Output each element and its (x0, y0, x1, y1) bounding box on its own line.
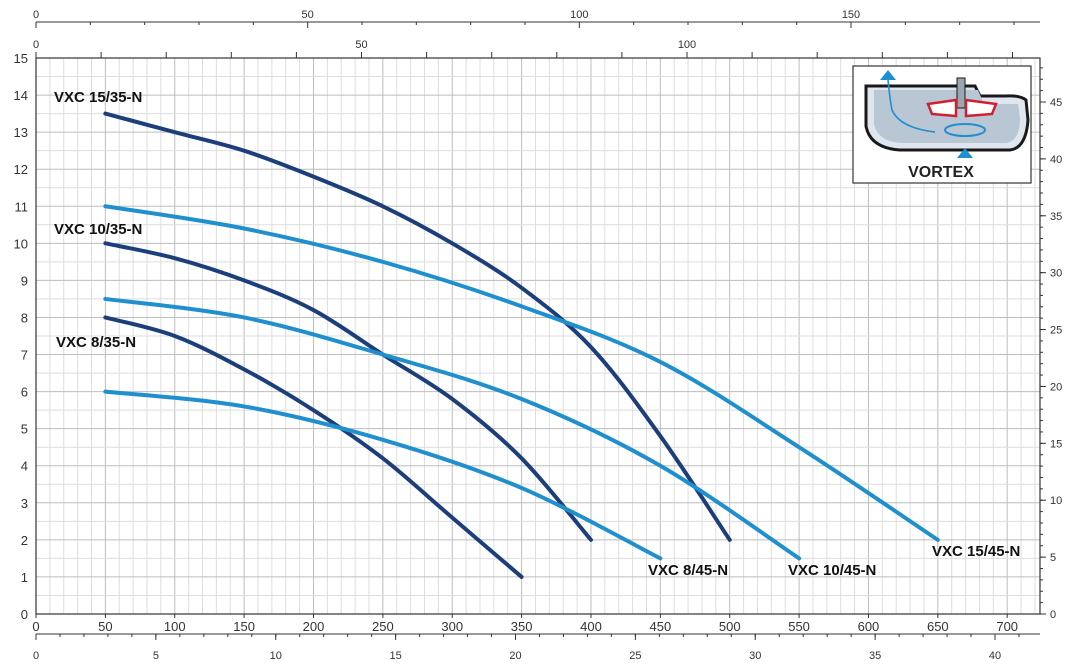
series-label-vxc-10-35-n: VXC 10/35-N (54, 221, 142, 238)
top2-tick-label: 100 (678, 39, 696, 51)
series-label-vxc-15-35-n: VXC 15/35-N (54, 89, 142, 106)
left-tick-label: 11 (15, 199, 29, 214)
right-tick-label: 15 (1050, 438, 1062, 450)
right-tick-label: 35 (1050, 211, 1062, 223)
left-tick-label: 3 (21, 496, 28, 511)
left-tick-label: 4 (21, 459, 28, 474)
right-tick-label: 25 (1050, 325, 1062, 337)
top-tick-label: 100 (570, 9, 588, 21)
bottom-tick-label: 650 (927, 619, 949, 634)
bottom-tick-label: 300 (441, 619, 463, 634)
chart-series-labels: VXC 15/35-N VXC 10/35-N VXC 8/35-N VXC 15/4… (54, 89, 1020, 579)
right-tick-label: 0 (1050, 609, 1056, 621)
right-tick-label: 40 (1050, 154, 1062, 166)
bottom-tick-label: 600 (858, 619, 880, 634)
left-tick-label: 9 (21, 273, 28, 288)
left-tick-label: 5 (21, 422, 28, 437)
bottom2-tick-label: 30 (749, 650, 761, 662)
left-tick-label: 8 (21, 310, 28, 325)
top-tick-label: 50 (302, 9, 314, 21)
left-tick-label: 6 (21, 385, 28, 400)
bottom2-tick-label: 25 (629, 650, 641, 662)
right-tick-label: 20 (1050, 381, 1062, 393)
bottom2-tick-label: 20 (509, 650, 521, 662)
chart-tick-labels: 0 50 100 150 200 250 300 350 400 450 500 550 600 650 7… (14, 9, 1063, 662)
left-tick-label: 10 (14, 236, 28, 251)
bottom-tick-label: 350 (511, 619, 533, 634)
left-tick-label: 15 (14, 51, 28, 66)
series-line-vxc-10-45-n (103, 296, 802, 561)
bottom2-tick-label: 35 (869, 650, 881, 662)
series-line-vxc-15-45-n (103, 204, 940, 542)
bottom2-tick-label: 0 (33, 650, 39, 662)
left-tick-label: 12 (14, 162, 28, 177)
series-line-vxc-8-45-n (103, 389, 663, 561)
top2-tick-label: 50 (355, 39, 367, 51)
vortex-label: VORTEX (908, 164, 974, 181)
left-tick-label: 0 (21, 607, 28, 622)
bottom2-tick-label: 5 (153, 650, 159, 662)
left-tick-label: 13 (14, 125, 28, 140)
right-tick-label: 5 (1050, 552, 1056, 564)
bottom-tick-label: 100 (164, 619, 186, 634)
vortex-pump-icon (864, 70, 1030, 158)
bottom-tick-label: 50 (98, 619, 112, 634)
bottom-tick-label: 400 (580, 619, 602, 634)
vortex-inset: VORTEX (852, 65, 1032, 184)
bottom2-tick-label: 40 (989, 650, 1001, 662)
bottom-tick-label: 550 (788, 619, 810, 634)
series-label-vxc-8-35-n: VXC 8/35-N (56, 334, 136, 351)
left-tick-label: 1 (21, 570, 28, 585)
left-tick-label: 7 (21, 348, 28, 363)
series-label-vxc-8-45-n: VXC 8/45-N (648, 562, 728, 579)
top-tick-label: 150 (842, 9, 860, 21)
series-line-vxc-15-35-n (103, 111, 732, 542)
bottom-tick-label: 500 (719, 619, 741, 634)
bottom-tick-label: 700 (996, 619, 1018, 634)
top-tick-label: 0 (33, 9, 39, 21)
left-tick-label: 2 (21, 533, 28, 548)
bottom-tick-label: 150 (233, 619, 255, 634)
series-label-vxc-15-45-n: VXC 15/45-N (932, 543, 1020, 560)
series-line-vxc-8-35-n (103, 315, 524, 579)
bottom2-tick-label: 15 (390, 650, 402, 662)
chart-series (103, 111, 940, 579)
bottom-tick-label: 200 (303, 619, 325, 634)
right-tick-label: 30 (1050, 268, 1062, 280)
bottom-tick-label: 250 (372, 619, 394, 634)
bottom2-tick-label: 10 (270, 650, 282, 662)
left-tick-label: 14 (14, 88, 28, 103)
right-tick-label: 45 (1050, 97, 1062, 109)
bottom-tick-label: 0 (32, 619, 39, 634)
series-label-vxc-10-45-n: VXC 10/45-N (788, 562, 876, 579)
bottom-tick-label: 450 (649, 619, 671, 634)
right-tick-label: 10 (1050, 495, 1062, 507)
top2-tick-label: 0 (33, 39, 39, 51)
series-line-vxc-10-35-n (103, 241, 593, 542)
